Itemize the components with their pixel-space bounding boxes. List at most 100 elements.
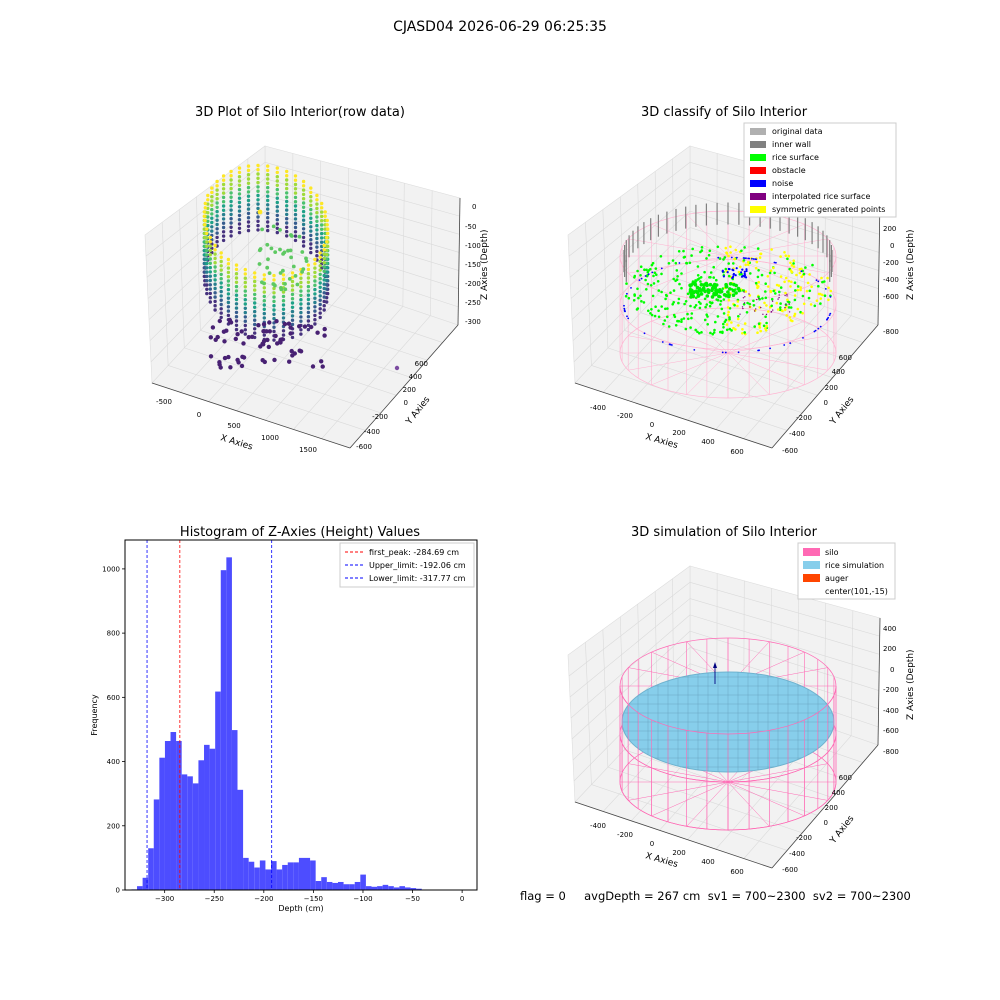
data-point <box>322 265 326 269</box>
data-point <box>272 316 276 321</box>
grid-line <box>573 243 691 363</box>
grid-line <box>148 210 266 320</box>
data-point <box>219 264 223 268</box>
surface-point <box>625 282 628 285</box>
surface-point <box>800 275 803 279</box>
surface-point <box>808 289 812 293</box>
data-point <box>246 203 251 207</box>
surface-point <box>686 292 690 296</box>
surface-point <box>705 294 710 298</box>
data-point <box>208 335 213 340</box>
data-point <box>306 306 311 310</box>
z-tick: 400 <box>883 625 896 633</box>
noise-point <box>800 270 803 273</box>
interpolated-point <box>749 306 751 308</box>
data-point <box>221 191 226 195</box>
panel4-title: 3D simulation of Silo Interior <box>631 525 818 540</box>
grid-line <box>591 365 788 431</box>
data-point <box>205 270 209 274</box>
surface-point <box>734 291 738 295</box>
data-point <box>299 302 303 306</box>
data-point <box>234 276 239 280</box>
data-point <box>272 338 276 342</box>
data-point <box>206 198 210 202</box>
data-point <box>262 316 266 320</box>
surface-point <box>815 299 819 303</box>
surface-point <box>709 331 712 335</box>
surface-point <box>680 318 683 321</box>
panel2-y-axis-label: Y Axies <box>828 395 857 428</box>
data-point <box>205 283 209 287</box>
interpolated-point <box>770 311 773 313</box>
histogram-bar <box>243 857 249 890</box>
x-tick-label: −150 <box>304 895 323 903</box>
data-point <box>266 198 270 203</box>
panel-raw-data: 3D Plot of Silo Interior(row data) -500 … <box>144 105 490 454</box>
z-tick: -50 <box>465 223 476 231</box>
data-point <box>257 209 263 215</box>
data-point <box>275 166 279 170</box>
surface-point <box>685 262 689 265</box>
data-point <box>215 205 219 209</box>
surface-point <box>778 290 781 294</box>
data-point <box>306 280 311 284</box>
y-tick: -600 <box>782 447 798 455</box>
data-point <box>256 198 260 202</box>
surface-point <box>680 286 683 290</box>
data-point <box>224 328 229 333</box>
silo-strut <box>727 214 770 257</box>
surface-point <box>705 257 708 260</box>
surface-point <box>694 328 697 332</box>
data-point <box>266 190 270 194</box>
surface-point <box>736 286 741 291</box>
data-point <box>306 293 311 297</box>
data-point <box>205 266 209 270</box>
surface-point <box>624 294 628 298</box>
legend-label: noise <box>772 179 793 188</box>
grid-line <box>607 766 803 834</box>
data-point <box>210 186 214 190</box>
surface-point <box>636 269 639 273</box>
surface-point <box>686 312 689 316</box>
surface-point <box>653 271 657 275</box>
data-point <box>229 195 233 199</box>
data-point <box>262 307 266 311</box>
surface-point <box>787 254 791 258</box>
panel3-title: Histogram of Z-Axies (Height) Values <box>180 525 420 540</box>
data-point <box>266 257 270 262</box>
legend-swatch-symmetric <box>750 206 766 213</box>
surface-point <box>644 278 647 282</box>
data-point <box>253 297 257 301</box>
data-point <box>226 300 231 305</box>
z-tick: -800 <box>883 328 899 336</box>
data-point <box>301 209 306 214</box>
data-point <box>219 251 223 255</box>
histogram-bar <box>271 861 277 890</box>
data-point <box>208 278 212 283</box>
data-point <box>221 187 226 191</box>
data-point <box>299 293 303 298</box>
surface-point <box>693 282 697 286</box>
x-tick: -200 <box>617 831 633 839</box>
histogram-bar <box>192 783 199 890</box>
data-point <box>235 357 240 363</box>
data-point <box>213 291 217 295</box>
data-point <box>261 338 267 344</box>
histogram-bar <box>259 860 266 890</box>
data-point <box>299 319 303 323</box>
noise-point <box>817 280 820 283</box>
surface-point <box>800 267 803 271</box>
surface-point <box>796 285 800 288</box>
data-point <box>243 328 247 332</box>
data-point <box>309 207 313 212</box>
data-point <box>229 217 233 221</box>
data-point <box>213 308 217 312</box>
data-point <box>213 248 217 252</box>
histogram-bar <box>304 857 311 890</box>
surface-point <box>664 307 667 311</box>
interpolated-point <box>788 303 790 305</box>
noise-point <box>717 256 720 259</box>
surface-point <box>696 265 700 268</box>
data-point <box>215 334 220 340</box>
data-point <box>285 191 289 195</box>
